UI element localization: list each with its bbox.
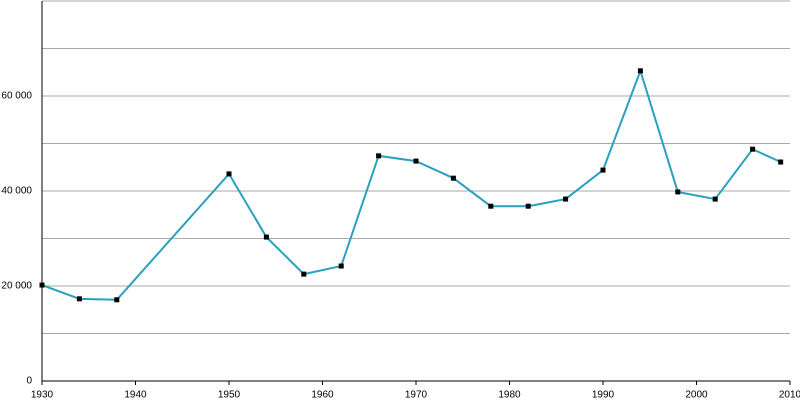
point bbox=[450, 175, 456, 181]
point bbox=[413, 158, 419, 164]
point bbox=[488, 203, 494, 209]
point bbox=[76, 296, 82, 302]
x-tick-label: 1970 bbox=[405, 390, 428, 400]
point bbox=[675, 189, 681, 195]
point bbox=[778, 159, 784, 165]
point bbox=[39, 282, 45, 288]
point bbox=[114, 297, 120, 303]
point bbox=[600, 167, 606, 173]
point bbox=[263, 234, 269, 240]
x-tick-label: 1980 bbox=[498, 390, 521, 400]
point bbox=[563, 196, 569, 202]
x-tick-label: 1940 bbox=[124, 390, 147, 400]
x-tick-label: 2010 bbox=[779, 390, 800, 400]
x-tick-label: 1960 bbox=[311, 390, 334, 400]
x-tick-label: 2000 bbox=[685, 390, 708, 400]
y-tick-label: 60 000 bbox=[1, 91, 32, 102]
y-tick-label: 0 bbox=[26, 376, 32, 387]
y-tick-label: 40 000 bbox=[1, 186, 32, 197]
point bbox=[525, 203, 531, 209]
point bbox=[338, 263, 344, 269]
point bbox=[750, 146, 756, 152]
point bbox=[376, 153, 382, 159]
x-tick-label: 1950 bbox=[218, 390, 241, 400]
y-tick-label: 20 000 bbox=[1, 281, 32, 292]
x-tick-label: 1930 bbox=[31, 390, 54, 400]
point bbox=[637, 68, 643, 74]
line bbox=[41, 67, 782, 301]
point bbox=[301, 271, 307, 277]
x-tick-label: 1990 bbox=[592, 390, 615, 400]
point bbox=[226, 171, 232, 177]
point bbox=[712, 196, 718, 202]
